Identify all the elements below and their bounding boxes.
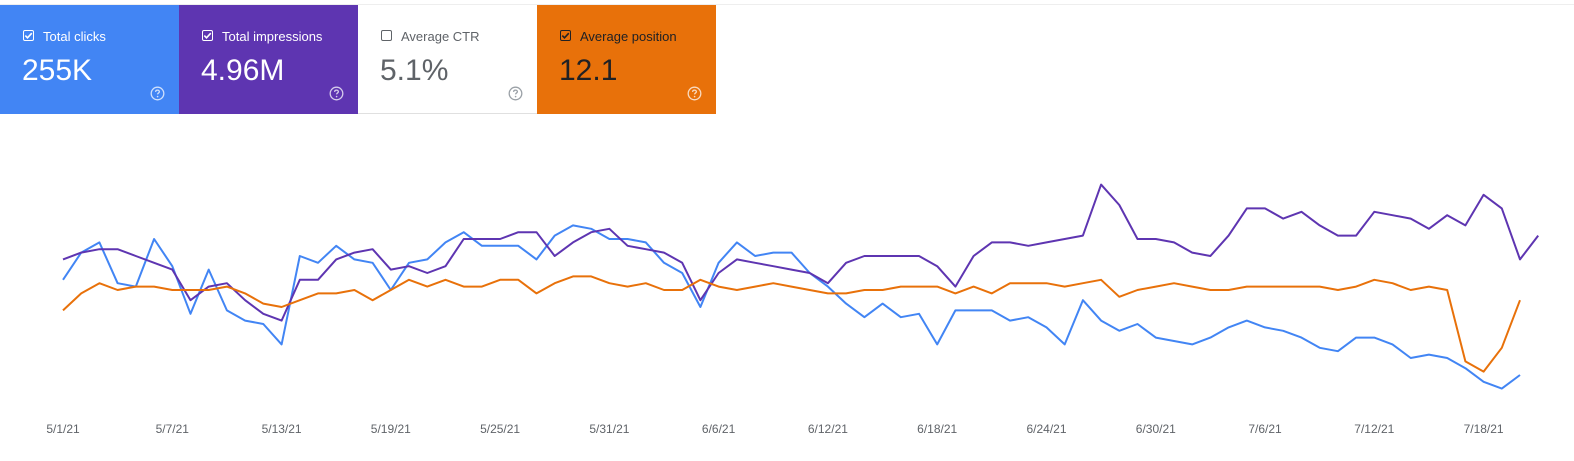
- help-icon[interactable]: [508, 86, 523, 101]
- series-line-1: [62, 183, 1539, 322]
- metric-value: 4.96M: [201, 54, 285, 87]
- x-tick-label: 7/6/21: [1248, 422, 1282, 436]
- help-icon[interactable]: [329, 86, 344, 101]
- metric-value: 255K: [22, 54, 93, 87]
- x-tick-label: 6/30/21: [1136, 422, 1176, 436]
- metric-label: Total clicks: [43, 29, 106, 44]
- metric-card-total-clicks[interactable]: Total clicks 255K: [0, 5, 179, 114]
- metric-checkbox[interactable]: [381, 30, 392, 41]
- help-icon[interactable]: [150, 86, 165, 101]
- x-tick-label: 5/13/21: [262, 422, 302, 436]
- metric-value: 5.1%: [380, 54, 449, 87]
- x-tick-label: 6/24/21: [1026, 422, 1066, 436]
- x-tick-label: 5/1/21: [46, 422, 80, 436]
- metric-cards: Total clicks 255K Total impressions 4.96M Av…: [0, 5, 716, 114]
- metric-label: Average CTR: [401, 29, 480, 44]
- metric-checkbox[interactable]: [23, 30, 34, 41]
- series-line-2: [62, 275, 1521, 373]
- x-tick-label: 7/18/21: [1464, 422, 1504, 436]
- x-tick-label: 6/6/21: [702, 422, 736, 436]
- help-icon[interactable]: [687, 86, 702, 101]
- metric-checkbox[interactable]: [202, 30, 213, 41]
- performance-chart: 5/1/21 5/7/21 5/13/21 5/19/21 5/25/21 5/31/21…: [46, 183, 1539, 436]
- metric-card-total-impressions[interactable]: Total impressions 4.96M: [179, 5, 358, 114]
- metric-card-average-ctr[interactable]: Average CTR 5.1%: [358, 5, 537, 114]
- x-tick-label: 5/31/21: [589, 422, 629, 436]
- metric-value: 12.1: [559, 54, 618, 87]
- metric-card-average-position[interactable]: Average position 12.1: [537, 5, 716, 114]
- x-tick-label: 6/12/21: [808, 422, 848, 436]
- x-tick-label: 6/18/21: [917, 422, 957, 436]
- metric-checkbox[interactable]: [560, 30, 571, 41]
- metric-label: Total impressions: [222, 29, 323, 44]
- metric-label: Average position: [580, 29, 677, 44]
- x-tick-label: 7/12/21: [1354, 422, 1394, 436]
- x-tick-label: 5/25/21: [480, 422, 520, 436]
- series-line-0: [62, 224, 1521, 390]
- x-tick-label: 5/7/21: [156, 422, 190, 436]
- top-divider: [0, 0, 1574, 5]
- x-tick-label: 5/19/21: [371, 422, 411, 436]
